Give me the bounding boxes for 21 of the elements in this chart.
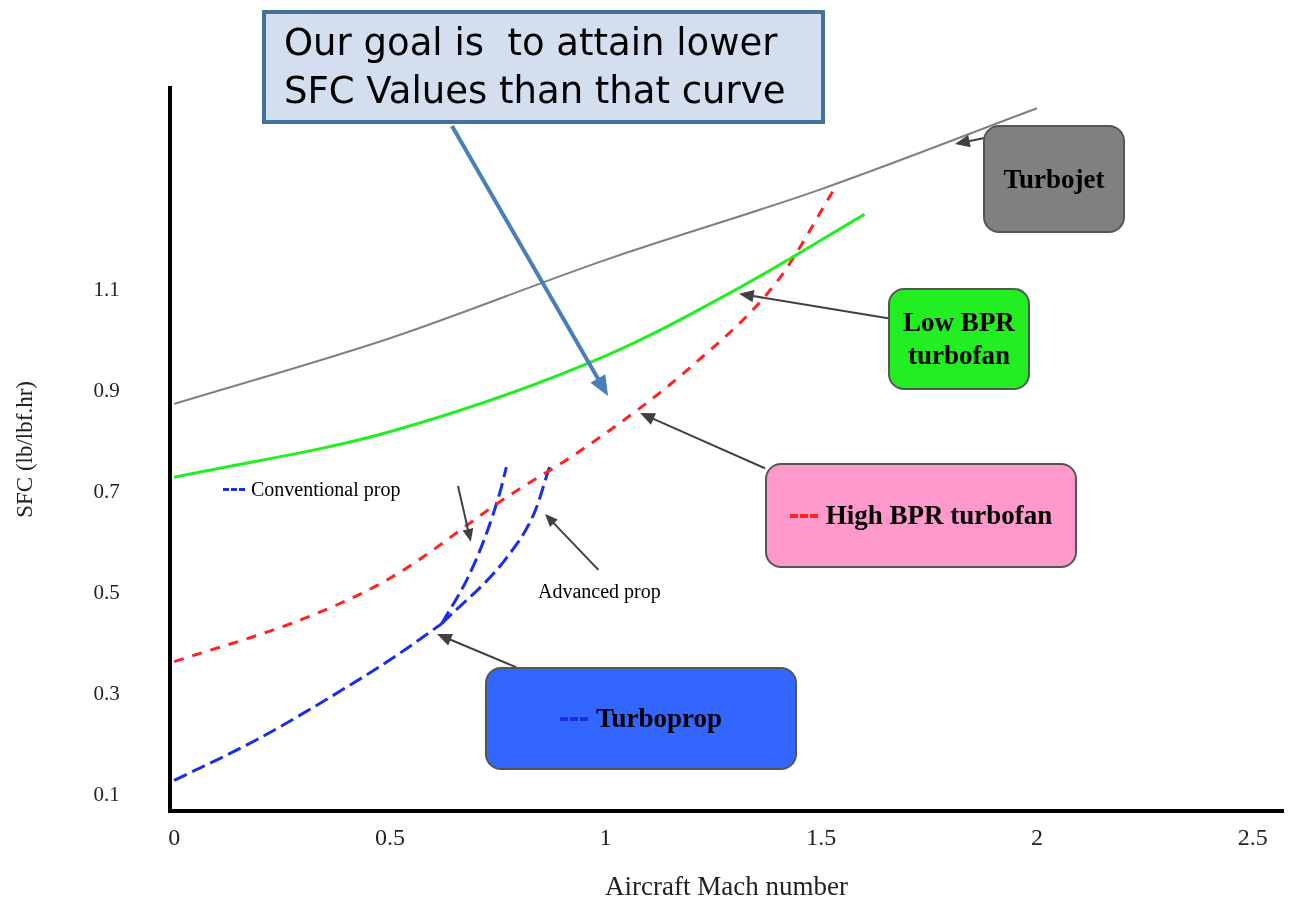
x-tick-label: 2.5 [1237,824,1268,851]
y-tick-label: 1.1 [93,276,120,301]
y-tick-label: 0.3 [93,681,120,706]
x-tick-label: 0.5 [374,824,405,851]
x-tick-label: 0 [168,824,181,851]
series-label: Advanced prop [538,579,661,603]
text: Low BPR turbofan [902,306,1016,372]
x-axis-title: Aircraft Mach number [604,870,848,901]
legend-label: Conventional prop [251,477,401,501]
y-tick-label: 0.9 [93,377,120,402]
annotation: Our goal is to attain lower SFC Values than that curve [284,20,787,114]
x-tick-label: 1 [599,824,612,851]
y-tick-label: 0.5 [93,579,120,604]
series-label: Turbojet [1003,162,1105,196]
y-axis-title: SFC (lb/lbf.hr) [11,381,37,518]
legend-label: High BPR turbofan [825,499,1053,532]
x-tick-label: 1.5 [806,824,837,851]
x-tick-label: 2 [1031,824,1044,851]
legend-label: Turboprop [595,702,723,735]
y-tick-label: 0.7 [93,478,120,503]
y-tick-label: 0.1 [93,782,120,807]
